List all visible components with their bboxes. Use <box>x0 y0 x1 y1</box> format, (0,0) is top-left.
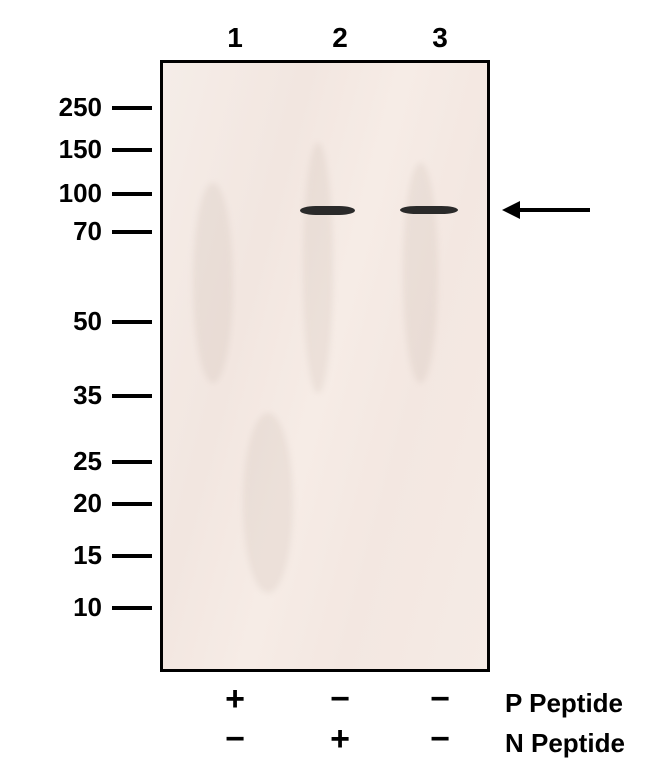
band-arrow-icon <box>502 201 520 219</box>
mw-label: 35 <box>40 380 102 411</box>
mw-label: 50 <box>40 306 102 337</box>
mw-label: 10 <box>40 592 102 623</box>
blot-band-lane2 <box>300 206 355 215</box>
mw-label: 70 <box>40 216 102 247</box>
mw-tick <box>112 394 152 398</box>
treatment-symbol: − <box>427 720 453 759</box>
mw-label: 25 <box>40 446 102 477</box>
mw-tick <box>112 106 152 110</box>
p-peptide-label: P Peptide <box>505 688 623 719</box>
mw-label: 15 <box>40 540 102 571</box>
treatment-symbol: − <box>327 680 353 719</box>
mw-tick <box>112 554 152 558</box>
lane-label-1: 1 <box>225 22 245 54</box>
treatment-symbol: − <box>222 720 248 759</box>
figure-container: 1 2 3 250 150 100 70 50 35 25 20 15 10 +… <box>0 0 650 784</box>
n-peptide-label: N Peptide <box>505 728 625 759</box>
mw-label: 250 <box>40 92 102 123</box>
blot-band-lane3 <box>400 206 458 214</box>
mw-tick <box>112 606 152 610</box>
treatment-symbol: + <box>327 720 353 759</box>
mw-label: 150 <box>40 134 102 165</box>
mw-tick <box>112 148 152 152</box>
blot-frame <box>160 60 490 672</box>
lane-label-3: 3 <box>430 22 450 54</box>
mw-label: 100 <box>40 178 102 209</box>
treatment-symbol: − <box>427 680 453 719</box>
mw-tick <box>112 192 152 196</box>
blot-background <box>163 63 487 669</box>
mw-tick <box>112 230 152 234</box>
treatment-symbol: + <box>222 680 248 719</box>
mw-tick <box>112 460 152 464</box>
mw-tick <box>112 502 152 506</box>
band-arrow-shaft <box>520 208 590 212</box>
lane-label-2: 2 <box>330 22 350 54</box>
mw-label: 20 <box>40 488 102 519</box>
mw-tick <box>112 320 152 324</box>
